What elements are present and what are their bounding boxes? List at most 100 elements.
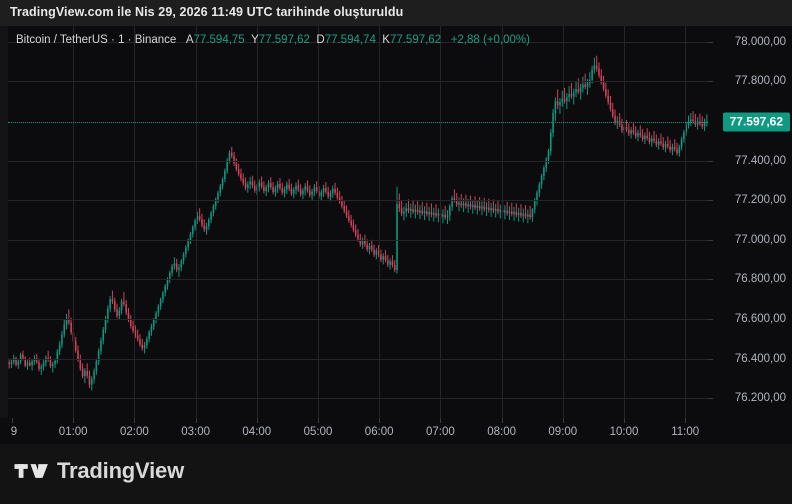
candle-body xyxy=(577,89,580,92)
candle-body xyxy=(409,208,412,211)
candle-body xyxy=(38,362,40,369)
legend-symbol[interactable]: Bitcoin / TetherUS xyxy=(16,34,108,46)
time-axis-tick xyxy=(379,418,381,423)
candle-body xyxy=(150,326,153,333)
candle-body xyxy=(660,141,662,144)
candle-body xyxy=(217,192,219,200)
candle-body xyxy=(338,197,341,202)
candle-body xyxy=(302,190,304,195)
candle-body xyxy=(224,170,226,180)
candle-series xyxy=(8,55,708,391)
gridline-horizontal xyxy=(8,239,708,241)
candle-body xyxy=(31,361,33,366)
candle-body xyxy=(694,121,697,125)
candle-body xyxy=(260,182,263,187)
candle-body xyxy=(210,212,212,220)
candle-body xyxy=(455,200,458,205)
time-axis-label: 03:00 xyxy=(181,426,210,438)
time-axis-label: 04:00 xyxy=(242,426,272,438)
candle-body xyxy=(8,362,10,365)
candle-body xyxy=(621,124,623,131)
candle-body xyxy=(196,216,199,221)
time-axis[interactable]: 9 01:00 02:00 03:00 04:00 05:00 06:00 07:00 08:0… xyxy=(0,418,792,444)
candle-body xyxy=(352,225,355,230)
candle-body xyxy=(696,121,699,125)
candle-body xyxy=(481,206,483,209)
candle-body xyxy=(517,212,520,215)
candle-body xyxy=(655,140,658,145)
candle-body xyxy=(527,214,529,217)
time-axis-tick xyxy=(685,418,687,423)
time-axis-label: 10:00 xyxy=(609,426,639,438)
price-axis-tick xyxy=(708,398,713,400)
legend-open-value: 77.594,75 xyxy=(193,34,245,46)
chart-grid xyxy=(8,26,708,418)
candle-body xyxy=(325,187,327,192)
candle-body xyxy=(10,361,13,365)
gridline-vertical xyxy=(685,26,687,418)
candlestick-plot[interactable] xyxy=(8,26,708,418)
candle-body xyxy=(113,301,116,310)
legend-interval[interactable]: 1 xyxy=(118,34,125,46)
gridline-horizontal xyxy=(8,319,708,320)
gridline-horizontal xyxy=(8,398,708,400)
candle-body xyxy=(29,362,31,366)
candle-body xyxy=(366,244,368,250)
chart-legend[interactable]: Bitcoin / TetherUS · 1 · Binance A77.594… xyxy=(16,34,530,46)
candle-body xyxy=(703,122,706,127)
gridline-vertical xyxy=(195,26,197,418)
chart-area[interactable]: 77.597,62 78.000,00 77.800,00 77.400,00 77.… xyxy=(0,26,792,444)
candle-body xyxy=(387,260,389,265)
candle-body xyxy=(662,143,665,148)
candle-body xyxy=(446,215,449,218)
candle-body xyxy=(607,95,609,103)
candle-body xyxy=(139,339,141,345)
candle-body xyxy=(93,371,95,380)
tradingview-logo-icon xyxy=(14,464,48,478)
candle-body xyxy=(508,211,511,214)
candle-body xyxy=(653,138,655,141)
candle-body xyxy=(182,254,185,261)
candle-body xyxy=(444,214,447,218)
gridline-vertical xyxy=(318,26,319,418)
candle-body xyxy=(414,209,417,212)
candle-body xyxy=(212,206,215,213)
candle-body xyxy=(536,192,538,202)
candle-body xyxy=(79,359,82,369)
candle-body xyxy=(148,332,150,339)
time-axis-tick xyxy=(501,418,503,423)
candle-body xyxy=(297,185,300,190)
candle-body xyxy=(644,135,646,140)
legend-exchange[interactable]: Binance xyxy=(134,34,177,46)
candle-body xyxy=(531,209,534,218)
candle-body xyxy=(125,303,127,313)
candle-body xyxy=(435,212,437,216)
candle-body xyxy=(492,208,495,211)
candle-body xyxy=(522,213,525,216)
time-axis-label: 08:00 xyxy=(487,426,516,438)
candle-body xyxy=(432,212,435,215)
candle-body xyxy=(370,245,373,250)
gridline-horizontal xyxy=(8,279,708,281)
candle-body xyxy=(233,155,235,164)
gridline-vertical xyxy=(624,26,625,418)
candle-body xyxy=(673,146,676,150)
candle-body xyxy=(354,229,357,235)
candle-body xyxy=(171,265,173,273)
time-axis-label: 01:00 xyxy=(58,426,88,438)
time-axis-tick xyxy=(195,418,197,423)
candle-body xyxy=(391,261,394,266)
candle-body xyxy=(226,160,228,171)
time-axis-label: 11:00 xyxy=(671,426,700,438)
candle-body xyxy=(198,216,201,220)
candle-body xyxy=(591,69,593,80)
current-price-badge[interactable]: 77.597,62 xyxy=(722,112,790,131)
price-axis[interactable]: 77.597,62 78.000,00 77.800,00 77.400,00 77.… xyxy=(708,26,792,418)
candle-body xyxy=(488,207,490,211)
candle-body xyxy=(84,370,86,377)
candle-body xyxy=(465,203,467,207)
candle-body xyxy=(313,187,316,192)
gridline-vertical xyxy=(134,26,136,418)
time-axis-tick xyxy=(318,418,319,423)
candle-body xyxy=(676,149,678,154)
